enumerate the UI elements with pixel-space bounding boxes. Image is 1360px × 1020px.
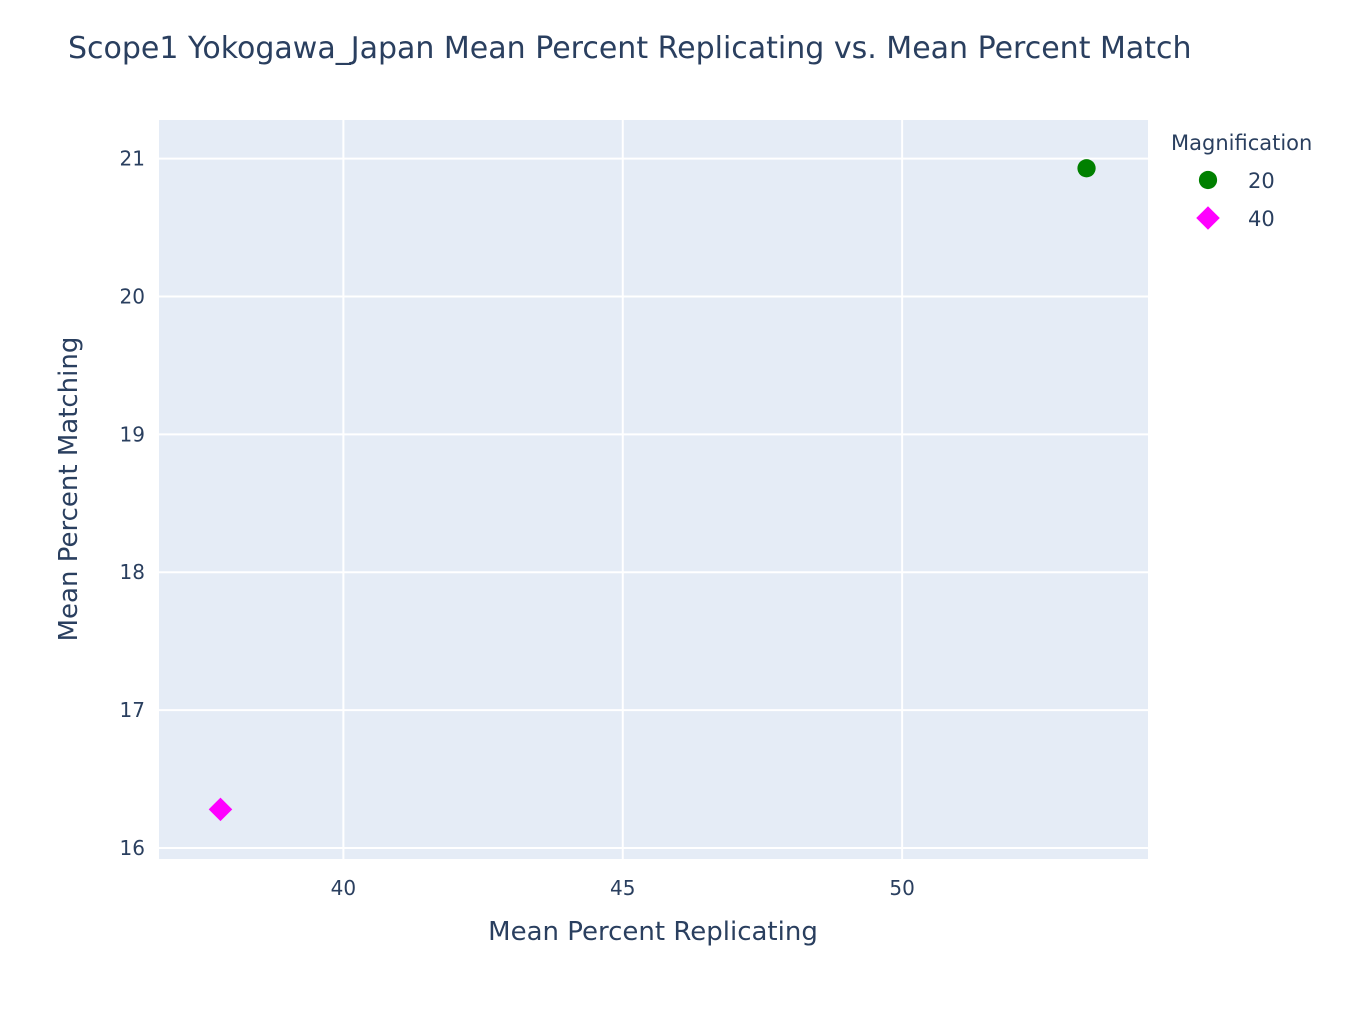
y-tick-label: 20 (120, 284, 145, 308)
x-axis-ticks: 40 45 50 (331, 876, 915, 900)
data-point-mag-20 (1077, 159, 1096, 178)
x-tick-label: 45 (610, 876, 635, 900)
y-tick-label: 18 (120, 560, 145, 584)
legend-title: Magnification (1171, 131, 1312, 155)
chart-title: Scope1 Yokogawa_Japan Mean Percent Repli… (68, 31, 1192, 66)
data-point-mag-40 (208, 797, 233, 822)
y-axis-ticks: 16 17 18 19 20 21 (120, 147, 145, 860)
x-axis-title: Mean Percent Replicating (488, 917, 818, 947)
plot-area (159, 120, 1148, 859)
legend-label-20: 20 (1248, 169, 1275, 193)
y-tick-label: 17 (120, 698, 145, 722)
data-points (208, 159, 1096, 822)
y-tick-label: 21 (120, 147, 145, 171)
legend-label-40: 40 (1248, 207, 1275, 231)
y-tick-label: 19 (120, 422, 145, 446)
x-tick-label: 40 (331, 876, 356, 900)
gridlines (159, 120, 1148, 859)
y-axis-title: Mean Percent Matching (54, 337, 84, 642)
legend-marker-20 (1198, 170, 1218, 190)
y-tick-label: 16 (120, 836, 145, 860)
x-tick-label: 50 (889, 876, 914, 900)
legend-marker-40 (1196, 206, 1220, 230)
